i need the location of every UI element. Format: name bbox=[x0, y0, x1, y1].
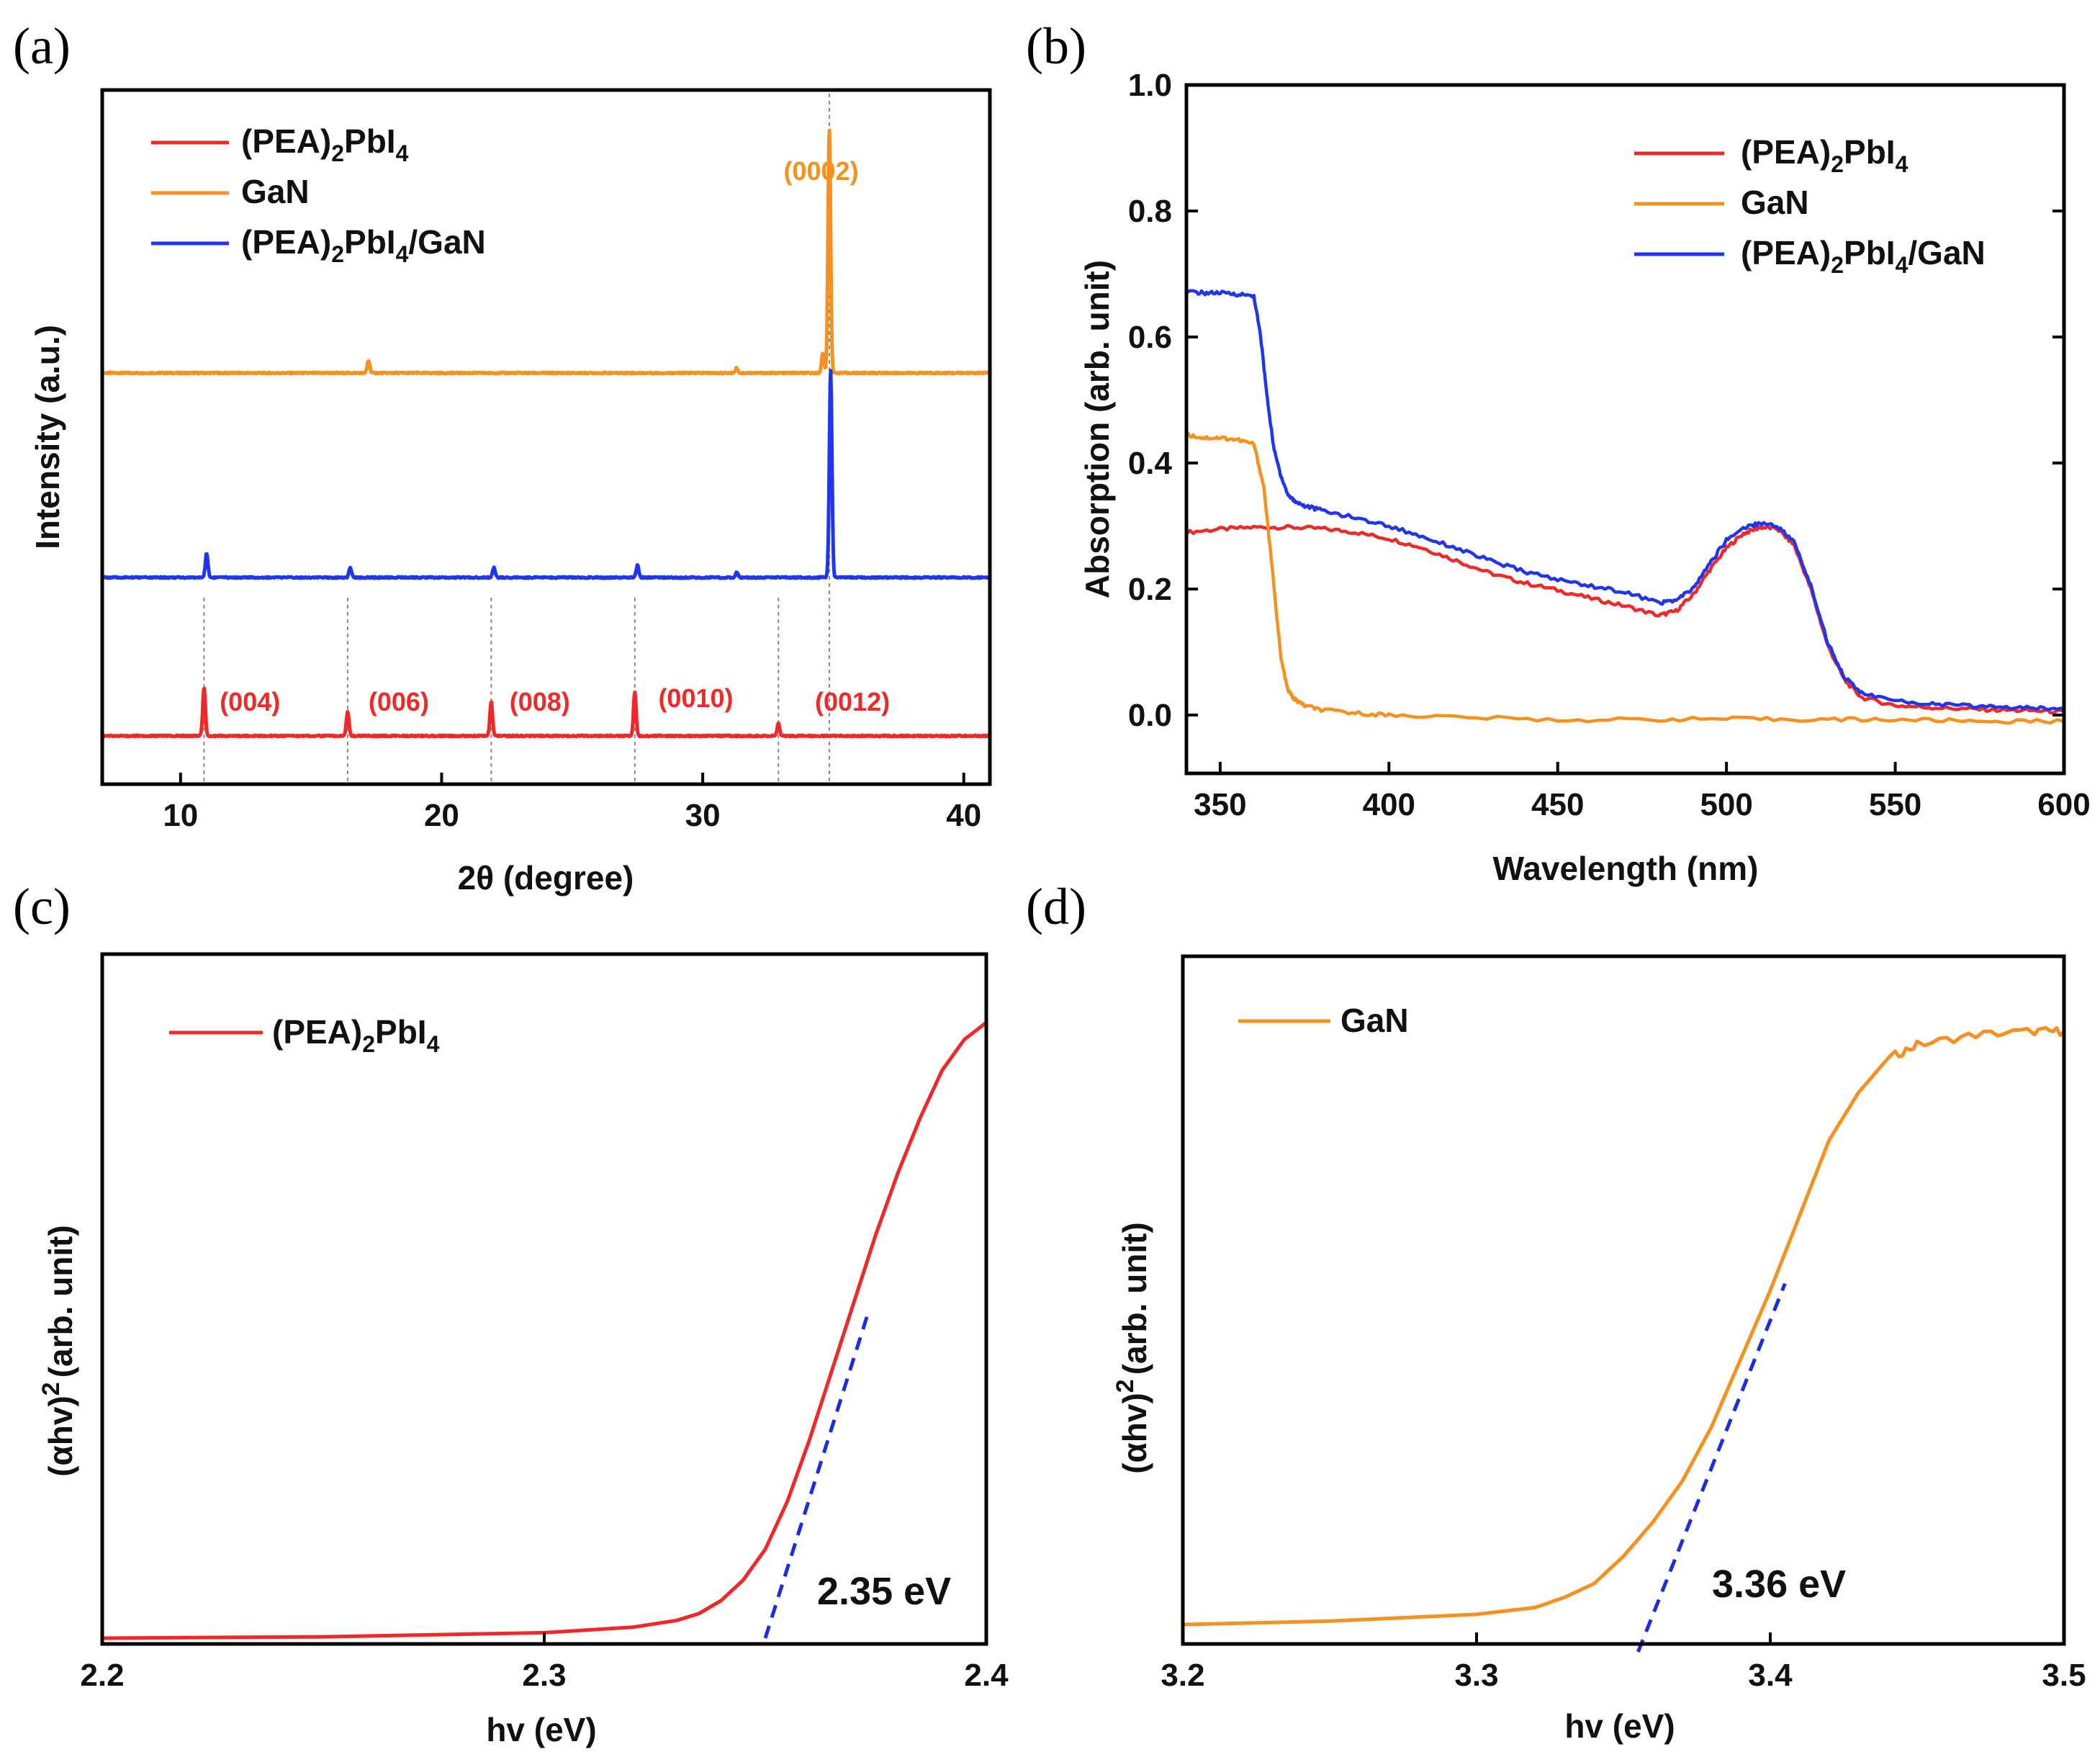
legend-label: (PEA)2PbI4 bbox=[272, 1013, 440, 1057]
panel-c-x-axis-title: hv (eV) bbox=[486, 1711, 596, 1748]
panel-a-y-axis-title: Intensity (a.u.) bbox=[29, 325, 66, 549]
y-tick-label: 0.2 bbox=[1128, 572, 1172, 607]
panel-b-y-axis-title: Absorption (arb. unit) bbox=[1078, 260, 1116, 598]
panel-d-frame bbox=[1181, 954, 2066, 1646]
peak-annotation: (0002) bbox=[784, 156, 859, 186]
panel-c-label: (c) bbox=[13, 878, 71, 935]
panel-d-y-axis-title: (αhv)2(arb. unit) bbox=[1112, 1222, 1153, 1474]
panel-c-x-ticks: 2.2 2.3 2.4 bbox=[80, 1632, 1009, 1693]
panel-c-plot-area bbox=[102, 1021, 988, 1640]
panel-b-legend: (PEA)2PbI4 GaN (PEA)2PbI4/GaN bbox=[1634, 133, 1986, 278]
x-tick-label: 550 bbox=[1869, 787, 1921, 822]
x-tick-label: 3.5 bbox=[2042, 1658, 2086, 1693]
panel-d-label: (d) bbox=[1026, 878, 1086, 935]
panel-b-frame bbox=[1184, 83, 2066, 776]
panel-b-x-ticks: 350 400 450 500 550 600 bbox=[1194, 762, 2091, 822]
x-tick-label: 600 bbox=[2037, 787, 2090, 822]
series-line-gan bbox=[100, 128, 991, 376]
legend-label: (PEA)2PbI4 bbox=[241, 122, 409, 166]
legend-label: GaN bbox=[1340, 1002, 1409, 1039]
peak-annotation: (006) bbox=[369, 687, 429, 716]
series-line-combo bbox=[1186, 289, 2065, 711]
panel-a-x-axis-title: 2θ (degree) bbox=[458, 859, 634, 897]
series-line-combo bbox=[101, 369, 991, 580]
series-line-gan bbox=[1182, 1025, 2065, 1627]
peak-annotation: (0012) bbox=[815, 687, 890, 716]
series-line-gan bbox=[1184, 431, 2065, 725]
panel-b: (b) 350 400 450 500 550 600 0.0 0.2 0.4 0.6 0.8 1.… bbox=[1026, 17, 2091, 887]
panel-b-plot-area bbox=[1184, 289, 2065, 725]
legend-label: GaN bbox=[241, 173, 310, 210]
x-tick-label: 3.2 bbox=[1161, 1658, 1204, 1693]
panel-b-x-axis-title: Wavelength (nm) bbox=[1493, 850, 1759, 887]
x-tick-label: 3.4 bbox=[1748, 1658, 1793, 1693]
panel-c-legend: (PEA)2PbI4 bbox=[169, 1013, 440, 1057]
y-tick-label: 0.6 bbox=[1128, 320, 1172, 355]
legend-label: GaN bbox=[1741, 184, 1809, 221]
panel-d: (d) 3.2 3.3 3.4 3.5 hv (eV) (αhv)2(arb. uni… bbox=[1026, 878, 2086, 1745]
legend-label: (PEA)2PbI4 bbox=[1741, 133, 1909, 177]
panel-a-label: (a) bbox=[13, 17, 71, 75]
panel-b-label: (b) bbox=[1026, 17, 1086, 75]
y-tick-label: 0.0 bbox=[1128, 698, 1172, 733]
panel-c: (c) 2.2 2.3 2.4 hv (eV) (αhv)2(arb. unit) … bbox=[13, 878, 1009, 1748]
x-tick-label: 3.3 bbox=[1454, 1658, 1498, 1693]
panel-d-legend: GaN bbox=[1238, 1002, 1409, 1039]
panel-a-plot-area: (004) (006) (008) (0010) (0012) (0002) bbox=[100, 94, 991, 784]
series-line-pea bbox=[102, 1021, 988, 1640]
x-tick-label: 2.2 bbox=[80, 1658, 124, 1693]
x-tick-label: 450 bbox=[1531, 787, 1584, 822]
tangent-fit-line bbox=[763, 1316, 869, 1639]
panel-c-bandgap-label: 2.35 eV bbox=[817, 1570, 951, 1613]
panel-a-legend: (PEA)2PbI4 GaN (PEA)2PbI4/GaN bbox=[151, 122, 486, 267]
panel-d-bandgap-label: 3.36 eV bbox=[1712, 1563, 1846, 1606]
y-tick-label: 1.0 bbox=[1128, 68, 1172, 103]
peak-annotation: (008) bbox=[510, 687, 570, 716]
x-tick-label: 400 bbox=[1363, 787, 1415, 822]
x-tick-label: 2.4 bbox=[964, 1658, 1009, 1693]
legend-label: (PEA)2PbI4/GaN bbox=[241, 223, 486, 267]
panel-d-x-ticks: 3.2 3.3 3.4 3.5 bbox=[1161, 1632, 2086, 1693]
peak-annotation: (004) bbox=[220, 687, 280, 716]
panel-a-frame bbox=[100, 88, 992, 786]
panel-d-plot-area bbox=[1182, 1025, 2065, 1653]
series-line-pea bbox=[100, 686, 991, 739]
x-tick-label: 2.3 bbox=[522, 1658, 566, 1693]
panel-d-x-axis-title: hv (eV) bbox=[1564, 1707, 1675, 1745]
x-tick-label: 350 bbox=[1194, 787, 1246, 822]
x-tick-label: 30 bbox=[685, 798, 721, 833]
legend-label: (PEA)2PbI4/GaN bbox=[1741, 234, 1986, 278]
panel-b-y-ticks: 0.0 0.2 0.4 0.6 0.8 1.0 bbox=[1128, 68, 2064, 733]
x-tick-label: 20 bbox=[424, 798, 459, 833]
series-line-pea bbox=[1185, 523, 2065, 715]
x-tick-label: 10 bbox=[163, 798, 198, 833]
panel-c-y-axis-title: (αhv)2(arb. unit) bbox=[37, 1225, 79, 1477]
panel-a: (a) (004) (006) (008) (0010) (0012) (0002) 10… bbox=[13, 17, 992, 897]
panel-a-x-ticks: 10 20 30 40 bbox=[163, 773, 981, 833]
y-tick-label: 0.8 bbox=[1128, 194, 1172, 229]
x-tick-label: 500 bbox=[1700, 787, 1752, 822]
x-tick-label: 40 bbox=[946, 798, 981, 833]
tangent-fit-line bbox=[1636, 1282, 1787, 1653]
peak-annotation: (0010) bbox=[658, 683, 733, 713]
y-tick-label: 0.4 bbox=[1128, 446, 1173, 481]
